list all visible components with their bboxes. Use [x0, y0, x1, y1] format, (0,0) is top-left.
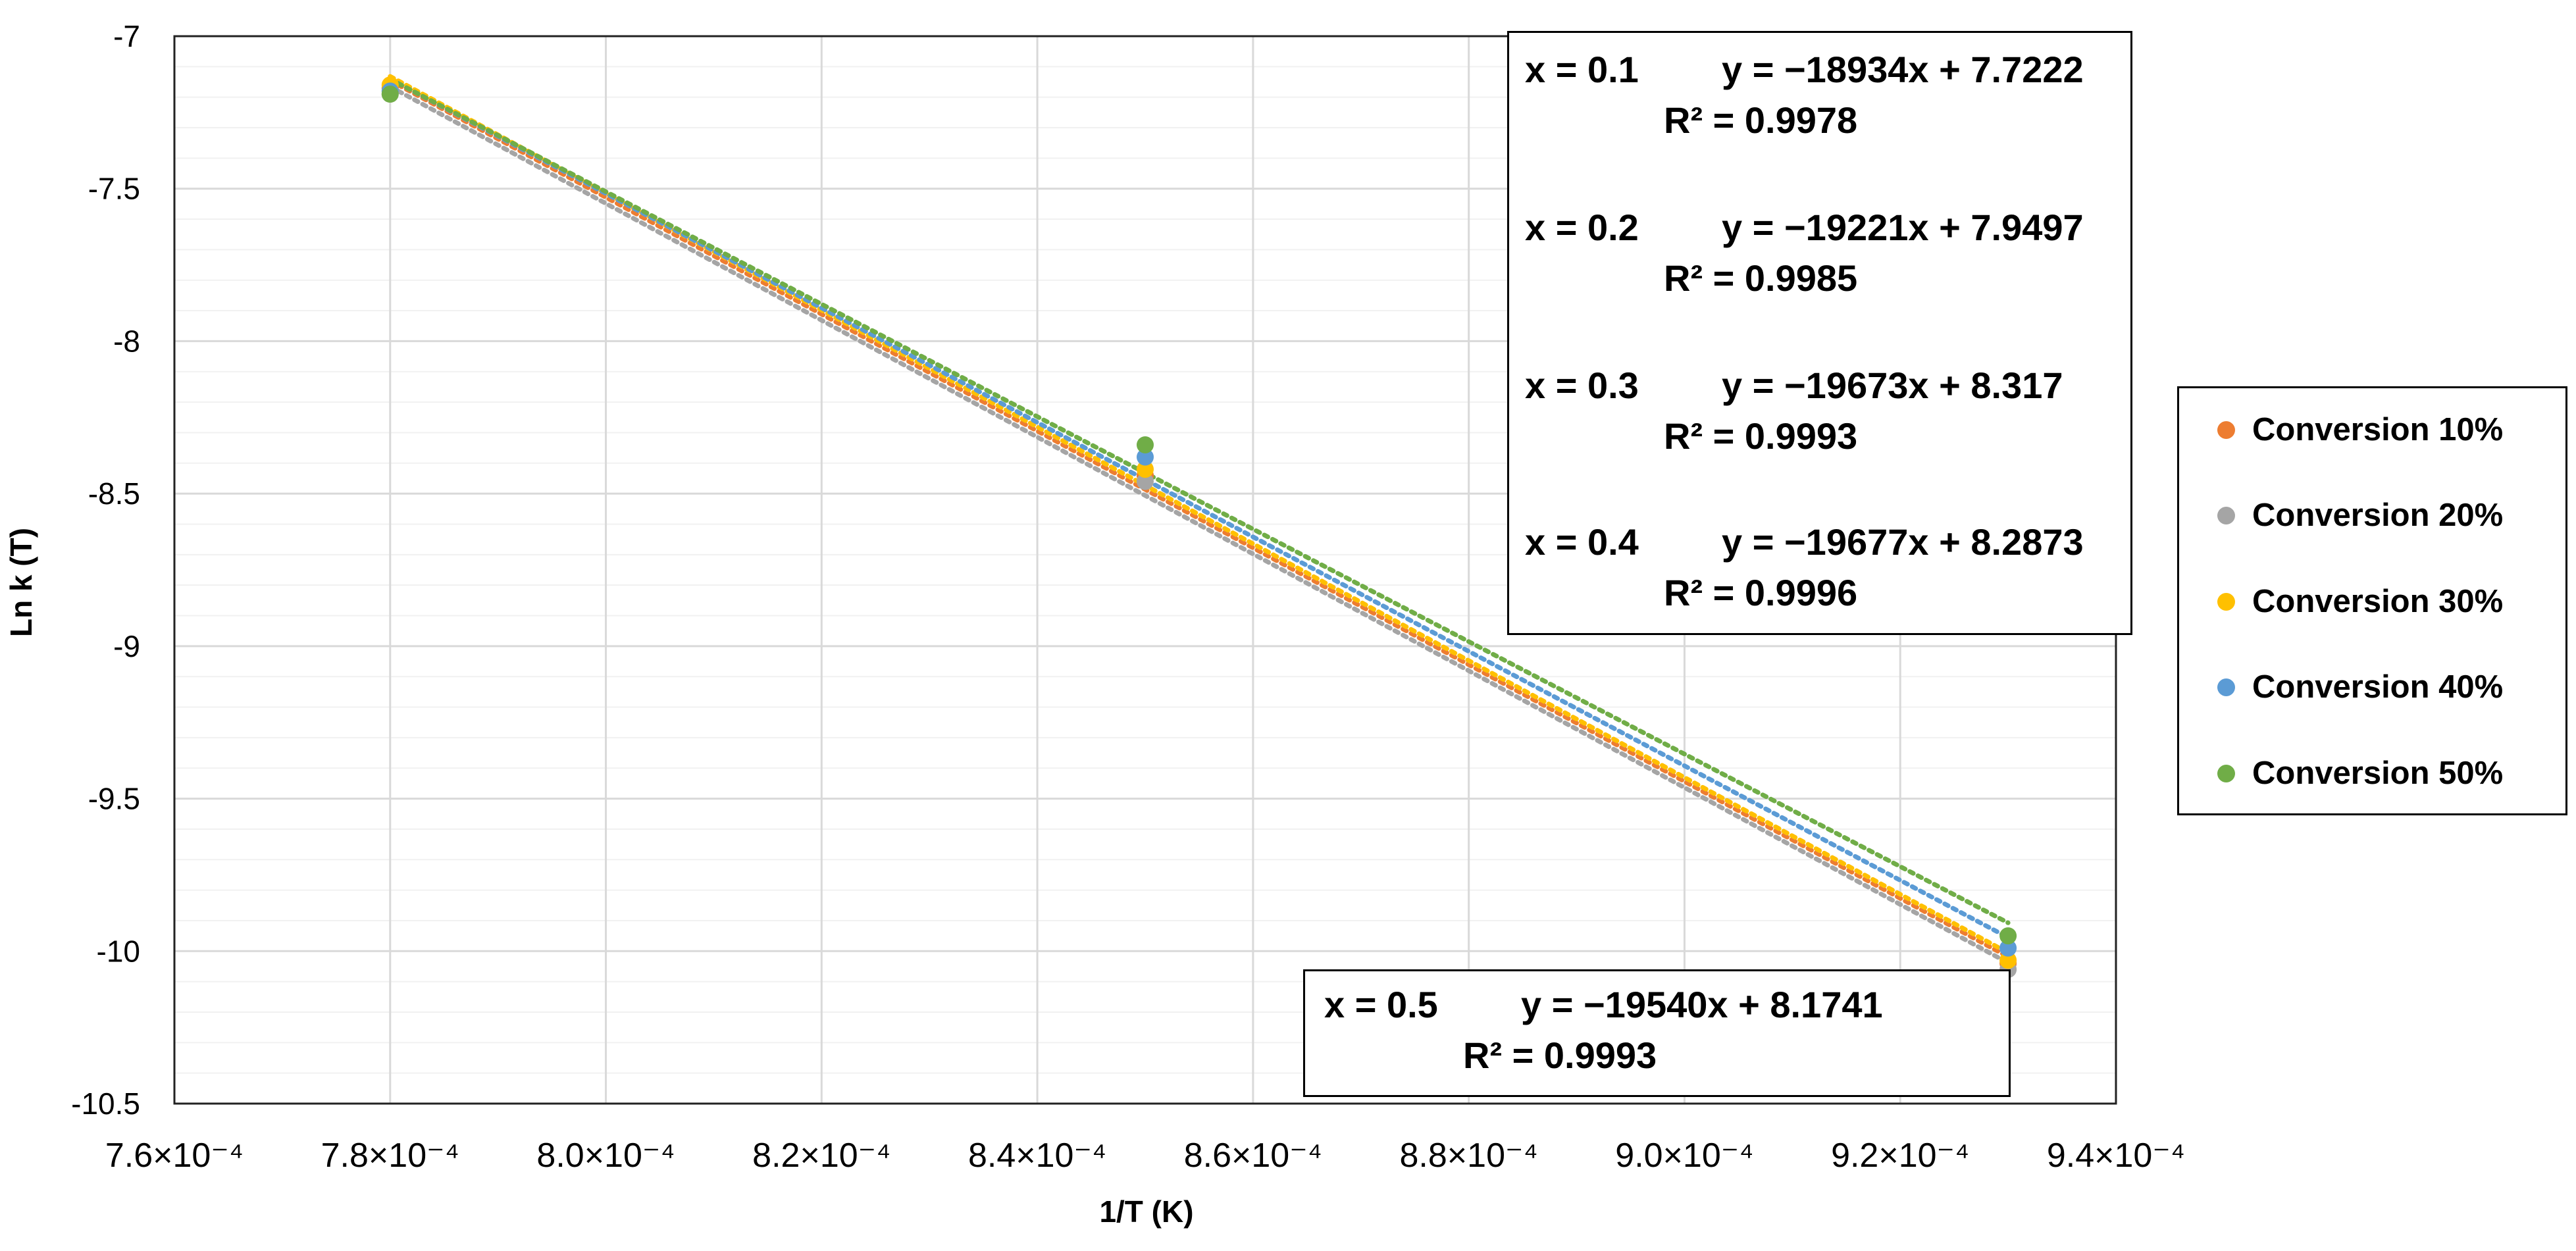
eq-2-r2: R² = 0.9985	[1664, 257, 1858, 299]
eq-1-label: x = 0.1	[1525, 49, 1639, 90]
y-axis-title: Ln k (T)	[4, 528, 38, 637]
legend-marker-conversion-50	[2217, 764, 2235, 782]
x-tick-label: 8.0×10⁻⁴	[536, 1136, 675, 1175]
eq-4-r2: R² = 0.9996	[1664, 572, 1858, 613]
data-point-series-2	[1137, 472, 1154, 490]
trendline-equation-box-5: x = 0.5 y = −19540x + 8.1741 R² = 0.9993	[1303, 969, 2011, 1097]
y-tick-label: -10.5	[71, 1086, 140, 1121]
eq-5-equation: y = −19540x + 8.1741	[1521, 984, 1883, 1025]
trendlines	[388, 74, 2011, 965]
x-axis-title: 1/T (K)	[1099, 1194, 1193, 1229]
x-tick-label: 8.2×10⁻⁴	[752, 1136, 890, 1175]
trendline-series-1	[388, 78, 2011, 959]
x-tick-label: 9.0×10⁻⁴	[1615, 1136, 1753, 1175]
eq-5-r2: R² = 0.9993	[1463, 1034, 1657, 1076]
data-point-series-3	[1999, 952, 2017, 969]
eq-3-r2: R² = 0.9993	[1664, 415, 1858, 457]
data-points	[381, 76, 2017, 979]
data-point-series-5	[1999, 927, 2017, 945]
eq-1-equation: y = −18934x + 7.7222	[1722, 49, 2084, 90]
legend-item-conversion-10: Conversion 10%	[2217, 410, 2503, 449]
eq-3-label: x = 0.3	[1525, 365, 1639, 406]
data-point-series-4	[1137, 448, 1154, 466]
eq-4-label: x = 0.4	[1525, 521, 1639, 563]
x-tick-label: 9.2×10⁻⁴	[1831, 1136, 1969, 1175]
trendline-series-2	[388, 84, 2011, 965]
trendline-series-5	[388, 76, 2011, 925]
legend-marker-conversion-20	[2217, 506, 2235, 524]
legend-marker-conversion-40	[2217, 678, 2235, 696]
legend-label: Conversion 30%	[2252, 584, 2504, 619]
y-tick-label: -8.5	[88, 476, 140, 511]
eq-3-equation: y = −19673x + 8.317	[1722, 365, 2063, 406]
data-point-series-5	[1137, 436, 1154, 453]
eq-2-equation: y = −19221x + 7.9497	[1722, 207, 2084, 248]
y-axis-tick-labels: -7 -7.5 -8 -8.5 -9 -9.5 -10 -10.5	[71, 19, 140, 1121]
legend-item-conversion-40: Conversion 40%	[2217, 667, 2503, 707]
x-axis-tick-labels: 7.6×10⁻⁴ 7.8×10⁻⁴ 8.0×10⁻⁴ 8.2×10⁻⁴ 8.4×10⁻⁴…	[105, 1136, 2185, 1175]
x-tick-label: 8.6×10⁻⁴	[1184, 1136, 1322, 1175]
data-point-series-3	[1137, 461, 1154, 478]
legend-marker-conversion-10	[2217, 421, 2235, 439]
legend-item-conversion-20: Conversion 20%	[2217, 496, 2503, 535]
x-tick-label: 7.6×10⁻⁴	[105, 1136, 244, 1175]
eq-5-label: x = 0.5	[1324, 984, 1438, 1025]
trendline-equations-box: x = 0.1 y = −18934x + 7.7222 R² = 0.9978…	[1507, 31, 2132, 635]
eq-4-equation: y = −19677x + 8.2873	[1722, 521, 2084, 563]
legend-item-conversion-30: Conversion 30%	[2217, 582, 2503, 621]
legend-label: Conversion 20%	[2252, 498, 2504, 533]
data-point-series-5	[381, 86, 399, 103]
y-tick-label: -8	[113, 324, 140, 358]
y-tick-label: -10	[97, 934, 140, 968]
x-tick-label: 8.4×10⁻⁴	[968, 1136, 1106, 1175]
y-tick-label: -9.5	[88, 782, 140, 816]
legend-label: Conversion 40%	[2252, 669, 2504, 705]
eq-1-r2: R² = 0.9978	[1664, 99, 1858, 141]
legend-label: Conversion 10%	[2252, 412, 2504, 447]
y-tick-label: -7.5	[88, 172, 140, 206]
legend-item-conversion-50: Conversion 50%	[2217, 753, 2503, 793]
y-tick-label: -9	[113, 629, 140, 663]
x-tick-label: 9.4×10⁻⁴	[2047, 1136, 2185, 1175]
x-tick-label: 7.8×10⁻⁴	[321, 1136, 459, 1175]
x-tick-label: 8.8×10⁻⁴	[1400, 1136, 1538, 1175]
data-point-series-4	[1999, 939, 2017, 957]
legend-label: Conversion 50%	[2252, 755, 2504, 791]
eq-2-label: x = 0.2	[1525, 207, 1639, 248]
legend: Conversion 10% Conversion 20% Conversion…	[2177, 386, 2567, 815]
y-tick-label: -7	[113, 19, 140, 53]
legend-marker-conversion-30	[2217, 592, 2235, 611]
